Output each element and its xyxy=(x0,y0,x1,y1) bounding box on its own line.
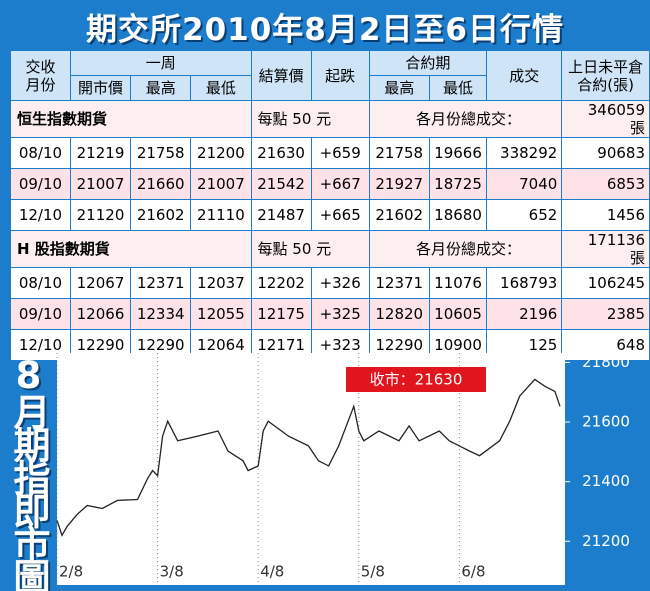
chart: 2/8 3/8 4/8 5/8 6/8 21200 21400 21600 21800 收市：21… xyxy=(56,353,630,585)
annotation-box xyxy=(346,367,486,392)
table-cell: 12/10 xyxy=(10,199,71,231)
table-cell: 最低 xyxy=(190,75,252,101)
table-cell: 08/10 xyxy=(10,137,71,169)
table-cell: 12820 xyxy=(368,298,430,330)
table-cell: 106245 xyxy=(561,267,650,299)
table-cell: +325 xyxy=(310,298,370,330)
table-row: 開市價 最高 最低 最高 最低 xyxy=(11,75,650,101)
table-cell: 恒生指數期貨 xyxy=(10,100,252,138)
annotation: 收市：21630 xyxy=(370,371,463,389)
table-cell: 09/10 xyxy=(10,168,71,200)
table-cell: 21219 xyxy=(69,137,132,169)
table-cell: 2385 xyxy=(561,298,650,330)
table-row: 09/10 21007 21660 21007 21542 +667 21927 18725 7… xyxy=(10,168,650,200)
x-tick-label: 2/8 xyxy=(59,563,83,581)
table-cell: 21758 xyxy=(368,137,430,169)
table-cell: +326 xyxy=(310,267,370,299)
table-cell: 168793 xyxy=(486,267,563,299)
table-cell: 最高 xyxy=(130,75,192,101)
table-row: 08/10 12067 12371 12037 12202 +326 12371 11076 1… xyxy=(10,267,650,299)
table-cell: 21200 xyxy=(190,137,252,169)
table-cell: 648 xyxy=(561,329,650,361)
table-cell: 交收 月份 xyxy=(10,50,71,101)
table-cell: 每點 50 元 xyxy=(250,230,370,268)
table-cell: 11076 xyxy=(428,267,488,299)
quote-table: 交收 月份 一周 結算價 起跌 合約期 成交 上日未平倉 合約(張) 開市價 最高 最低 最高 最低恒… xyxy=(10,50,650,361)
page-title: 期交所2010年8月2日至6日行情 xyxy=(86,12,564,48)
table-cell: 開市價 xyxy=(69,75,132,101)
y-tick-label: 21600 xyxy=(582,413,630,431)
table-cell: 21927 xyxy=(368,168,430,200)
table-cell: 6853 xyxy=(561,168,650,200)
table-cell: 12055 xyxy=(190,298,252,330)
table-cell: 一周 xyxy=(69,50,252,76)
table-cell: 09/10 xyxy=(10,298,71,330)
table-cell: 12371 xyxy=(368,267,430,299)
table-cell: 21120 xyxy=(69,199,132,231)
table-cell: 21602 xyxy=(130,199,192,231)
table-cell: 各月份總成交： xyxy=(368,100,563,138)
table-cell: 12037 xyxy=(190,267,252,299)
y-tick-label: 21800 xyxy=(582,353,630,371)
table-cell: 合約期 xyxy=(368,50,488,76)
table-cell: 最高 xyxy=(368,75,430,101)
table-cell: 652 xyxy=(486,199,563,231)
table-cell: H 股指數期貨 xyxy=(10,230,252,268)
table-cell: 21487 xyxy=(250,199,312,231)
table-cell: 各月份總成交： xyxy=(368,230,563,268)
x-tick-label: 3/8 xyxy=(160,563,184,581)
table-cell: 10605 xyxy=(428,298,488,330)
table-cell: 346059 張 xyxy=(561,100,650,138)
table-cell: 7040 xyxy=(486,168,563,200)
table-cell: 每點 50 元 xyxy=(250,100,370,138)
table-cell: 12066 xyxy=(69,298,132,330)
table-cell: 12371 xyxy=(130,267,192,299)
table-row: 交收 月份 一周 結算價 起跌 合約期 成交 上日未平倉 合約(張) xyxy=(10,50,650,101)
table-cell: 21630 xyxy=(250,137,312,169)
table-row: 恒生指數期貨 每點 50 元各月份總成交： 346059 張 xyxy=(10,100,650,138)
table-cell: 上日未平倉 合約(張) xyxy=(561,50,650,101)
table-row: 09/10 12066 12334 12055 12175 +325 12820 10605 2… xyxy=(10,298,650,330)
table-cell: 21758 xyxy=(130,137,192,169)
table-cell: 90683 xyxy=(561,137,650,169)
table-cell: +665 xyxy=(310,199,370,231)
price-line xyxy=(56,378,561,537)
table-cell: 12175 xyxy=(250,298,312,330)
table-cell: 19666 xyxy=(428,137,488,169)
x-tick-label: 6/8 xyxy=(461,563,485,581)
table-row: 12/10 21120 21602 21110 21487 +665 21602 18680 6… xyxy=(10,199,650,231)
table-cell: 21110 xyxy=(190,199,252,231)
table-cell: 12202 xyxy=(250,267,312,299)
x-tick-label: 4/8 xyxy=(260,563,284,581)
table-cell: 21007 xyxy=(69,168,132,200)
table-cell: 成交 xyxy=(486,50,563,101)
table-cell: 171136 張 xyxy=(561,230,650,268)
y-tick-label: 21200 xyxy=(582,532,630,550)
table-cell: 起跌 xyxy=(310,50,370,101)
table-cell: 21602 xyxy=(368,199,430,231)
table-cell: 1456 xyxy=(561,199,650,231)
table-cell: 12067 xyxy=(69,267,132,299)
table-cell: 結算價 xyxy=(250,50,312,101)
x-tick-label: 5/8 xyxy=(361,563,385,581)
plot-area xyxy=(57,353,565,585)
table-cell: 338292 xyxy=(486,137,563,169)
chart-title: 8月期指即市圖 xyxy=(7,354,50,591)
table-cell: 08/10 xyxy=(10,267,71,299)
table-row: H 股指數期貨 每點 50 元各月份總成交： 171136 張 xyxy=(10,230,650,268)
table-cell: 18680 xyxy=(428,199,488,231)
table-cell: +659 xyxy=(310,137,370,169)
table-cell: +667 xyxy=(310,168,370,200)
table-cell: 21660 xyxy=(130,168,192,200)
table-cell: 最低 xyxy=(428,75,488,101)
table-cell: 18725 xyxy=(428,168,488,200)
table-cell: 12334 xyxy=(130,298,192,330)
table-cell: 2196 xyxy=(486,298,563,330)
y-tick-label: 21400 xyxy=(582,472,630,490)
table-cell: 21542 xyxy=(250,168,312,200)
table-row: 08/10 21219 21758 21200 21630 +659 21758 19666 3… xyxy=(10,137,650,169)
table-cell: 21007 xyxy=(190,168,252,200)
